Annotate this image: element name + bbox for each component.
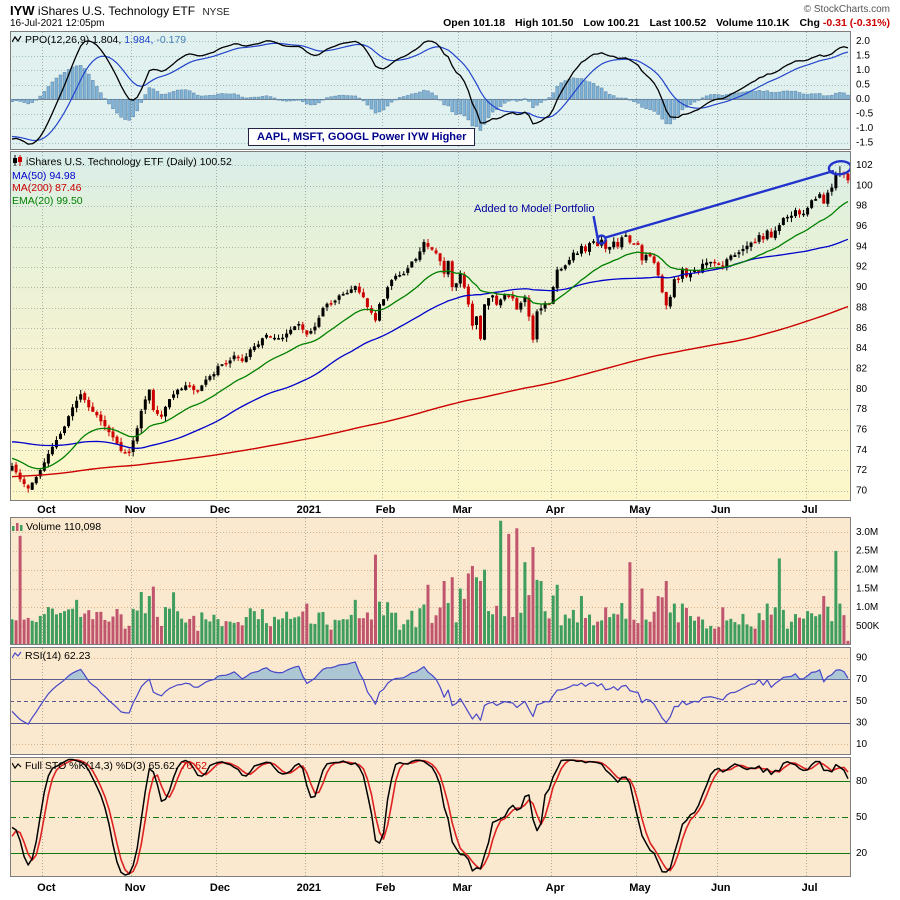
sto-legend: Full STO %K(14,3) %D(3) 65.62, 76.52 — [11, 760, 207, 774]
ticker-symbol: IYW — [10, 3, 35, 18]
rsi-legend: RSI(14) 62.23 — [11, 650, 91, 664]
low-value: 100.21 — [607, 17, 640, 29]
quote-strip: Open 101.18 High 101.50 Low 100.21 Last 100.… — [436, 17, 890, 29]
low-label: Low — [583, 17, 605, 29]
sto-legend-label: Full STO %K(14,3) %D(3) — [25, 760, 146, 772]
high-label: High — [515, 17, 539, 29]
sto-d-value: 76.52 — [180, 760, 207, 772]
portfolio-annotation: Added to Model Portfolio — [474, 203, 595, 215]
copyright: © StockCharts.com — [803, 4, 890, 15]
last-value: 100.52 — [674, 17, 707, 29]
volume-panel — [4, 517, 896, 645]
price-last-value: 100.52 — [199, 156, 232, 168]
volume-bars-icon — [12, 521, 23, 535]
open-label: Open — [443, 17, 470, 29]
chg-value: -0.31 (-0.31%) — [822, 17, 890, 29]
ppo-legend-label: PPO(12,26,9) — [25, 34, 90, 46]
instrument-name: iShares U.S. Technology ETF — [37, 4, 196, 18]
price-panel — [4, 151, 896, 515]
volume-value: 110.1K — [756, 17, 790, 29]
volume-legend: Volume 110,098 — [12, 521, 101, 535]
price-legend: iShares U.S. Technology ETF (Daily) 100.… — [12, 155, 232, 207]
ppo-legend: PPO(12,26,9) 1.804, 1.984, -0.179 — [11, 34, 187, 48]
instrument-title: IYW iShares U.S. Technology ETF NYSE — [10, 3, 230, 18]
stochastic-panel — [4, 757, 896, 897]
volume-label: Volume — [716, 17, 754, 29]
ma200-legend: MA(200) 87.46 — [12, 182, 82, 194]
price-legend-title: iShares U.S. Technology ETF (Daily) — [26, 156, 197, 168]
chart-header: IYW iShares U.S. Technology ETF NYSE © S… — [0, 0, 900, 31]
ma50-legend: MA(50) 94.98 — [12, 169, 76, 182]
volume-legend-label: Volume 110,098 — [26, 521, 102, 533]
ppo-value: 1.804, — [92, 34, 122, 46]
sto-line-icon — [11, 761, 22, 774]
open-value: 101.18 — [472, 17, 506, 29]
ppo-line-icon — [11, 35, 22, 48]
exchange-label: NYSE — [202, 7, 230, 18]
high-value: 101.50 — [541, 17, 574, 29]
ema20-legend: EMA(20) 99.50 — [12, 194, 83, 207]
last-label: Last — [649, 17, 672, 29]
chart-datetime: 16-Jul-2021 12:05pm — [10, 18, 105, 29]
chg-label: Chg — [799, 17, 820, 29]
ppo-hist-value: -0.179 — [156, 34, 187, 46]
candlestick-icon — [12, 155, 23, 170]
rsi-line-icon — [11, 651, 22, 664]
callout-box: AAPL, MSFT, GOOGL Power IYW Higher — [248, 128, 476, 146]
sto-k-value: 65.62, — [148, 760, 178, 772]
rsi-legend-label: RSI(14) 62.23 — [25, 650, 91, 662]
price-legend-title-row: iShares U.S. Technology ETF (Daily) 100.… — [12, 155, 232, 170]
ppo-signal-value: 1.984, — [124, 34, 154, 46]
rsi-panel — [4, 647, 896, 755]
